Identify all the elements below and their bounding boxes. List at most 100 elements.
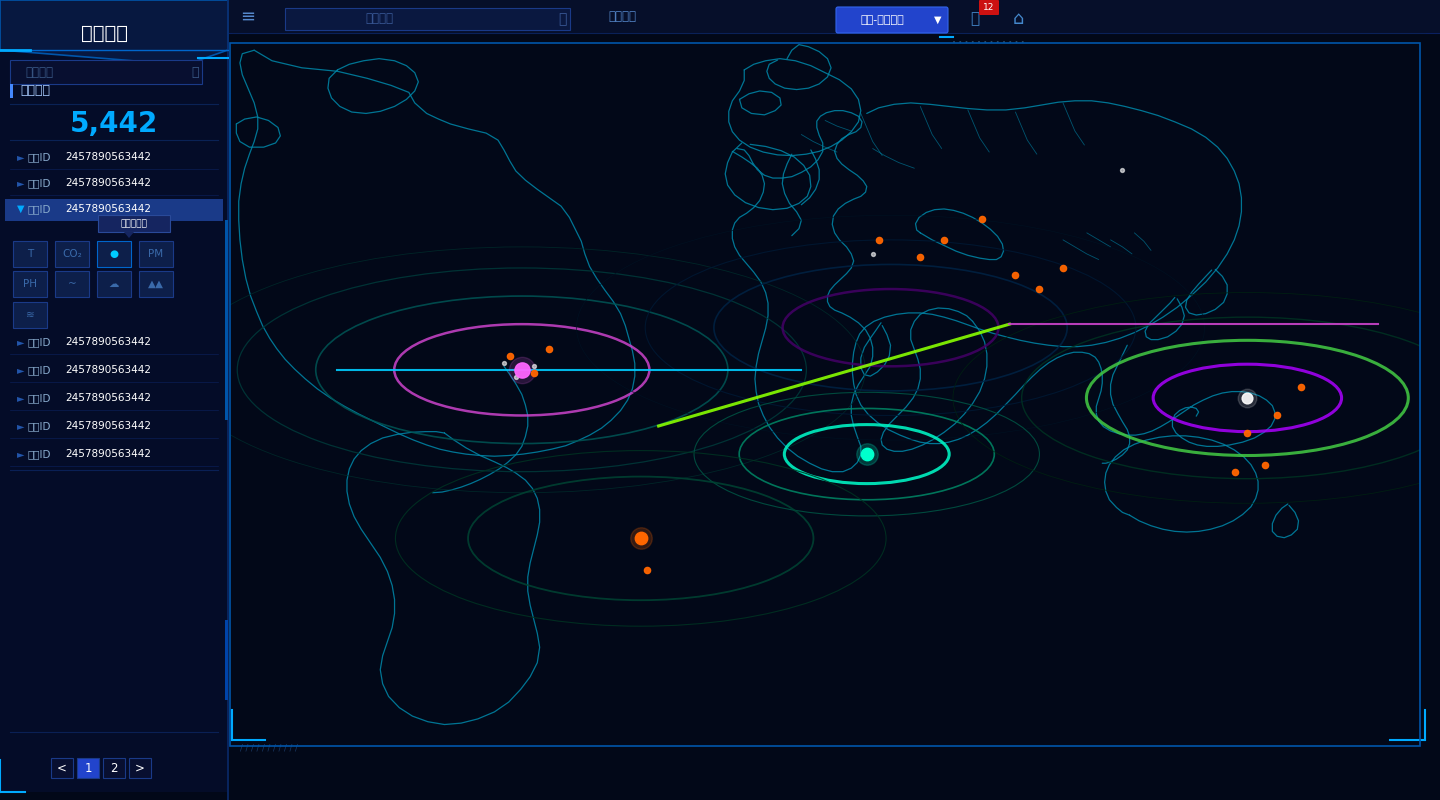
Bar (10, 60, 202, 84)
Point (971, 213, 994, 226)
Text: 终端ID: 终端ID (27, 449, 52, 459)
Bar (0, 33, 228, 800)
Point (629, 532, 652, 545)
Text: ≡: ≡ (240, 8, 255, 26)
Point (1254, 458, 1277, 471)
Text: 2457890563442: 2457890563442 (65, 337, 151, 347)
Text: ►: ► (17, 393, 24, 403)
Text: 2457890563442: 2457890563442 (65, 365, 151, 375)
Point (861, 247, 884, 260)
Point (492, 356, 516, 369)
Point (498, 350, 521, 362)
Point (1289, 381, 1312, 394)
Point (1236, 391, 1259, 404)
Point (510, 363, 533, 376)
Text: 终端ID: 终端ID (27, 337, 52, 347)
FancyBboxPatch shape (837, 7, 948, 33)
Text: 2: 2 (111, 762, 118, 774)
Point (1236, 391, 1259, 404)
Point (1004, 269, 1027, 282)
Text: >: > (135, 762, 145, 774)
Text: 终端ID: 终端ID (27, 365, 52, 375)
Text: ▲▲: ▲▲ (148, 279, 164, 289)
FancyBboxPatch shape (979, 0, 999, 15)
Text: 5,442: 5,442 (71, 110, 158, 138)
Text: ►: ► (17, 421, 24, 431)
Text: ⌕: ⌕ (192, 66, 199, 78)
Text: / / / / / / / / / / /: / / / / / / / / / / / (240, 743, 298, 753)
Point (629, 532, 652, 545)
Text: 终端总数: 终端总数 (20, 85, 50, 98)
Point (1028, 282, 1051, 295)
Bar (4, 199, 223, 221)
Point (1112, 163, 1135, 176)
Text: 1: 1 (85, 762, 92, 774)
Bar (140, 241, 173, 267)
Point (1051, 262, 1074, 274)
Text: 照度传感器: 照度传感器 (121, 219, 147, 229)
Bar (0, 0, 1440, 33)
Text: ☁: ☁ (109, 279, 120, 289)
Point (909, 251, 932, 264)
Point (635, 563, 658, 576)
Bar (76, 758, 99, 778)
Point (1224, 466, 1247, 478)
Text: 2457890563442: 2457890563442 (65, 204, 151, 214)
Text: PM: PM (148, 249, 164, 259)
Polygon shape (124, 232, 134, 238)
Point (855, 448, 878, 461)
Point (510, 363, 533, 376)
Text: ►: ► (17, 365, 24, 375)
Text: ⌕: ⌕ (557, 12, 566, 26)
Text: <: < (58, 762, 66, 774)
Bar (104, 758, 125, 778)
Text: 终端ID: 终端ID (27, 178, 52, 188)
Point (504, 370, 527, 383)
Polygon shape (0, 0, 228, 65)
Text: ~: ~ (68, 279, 76, 289)
Bar (140, 271, 173, 297)
Bar (55, 241, 89, 267)
Text: 12: 12 (984, 2, 995, 11)
Bar (13, 241, 48, 267)
Bar (13, 271, 48, 297)
Text: 2457890563442: 2457890563442 (65, 449, 151, 459)
Point (855, 448, 878, 461)
Text: ●: ● (109, 249, 118, 259)
Bar (10, 84, 13, 98)
Text: 2457890563442: 2457890563442 (65, 421, 151, 431)
Text: CO₂: CO₂ (62, 249, 82, 259)
Point (537, 342, 560, 355)
Text: 终端名称: 终端名称 (364, 13, 393, 26)
Point (867, 234, 890, 246)
Text: PH: PH (23, 279, 37, 289)
Text: 终端ID: 终端ID (27, 152, 52, 162)
Point (933, 234, 956, 246)
Bar (98, 215, 170, 232)
Point (1236, 426, 1259, 439)
Text: 2457890563442: 2457890563442 (65, 152, 151, 162)
Text: ▼: ▼ (935, 15, 942, 25)
Point (1266, 409, 1289, 422)
Text: ►: ► (17, 449, 24, 459)
Text: 终端ID: 终端ID (27, 393, 52, 403)
Text: ≋: ≋ (26, 310, 35, 320)
Text: 高级搜索: 高级搜索 (608, 10, 636, 23)
Text: ►: ► (17, 152, 24, 162)
Text: ►: ► (17, 178, 24, 188)
Text: 2457890563442: 2457890563442 (65, 178, 151, 188)
Point (523, 367, 546, 380)
Bar (50, 758, 73, 778)
Bar (13, 302, 48, 328)
Bar (55, 271, 89, 297)
Text: ▼: ▼ (17, 204, 24, 214)
Text: 🔔: 🔔 (971, 11, 979, 26)
Text: 终端名称: 终端名称 (24, 66, 53, 78)
Text: 应用-环境监测: 应用-环境监测 (860, 15, 904, 25)
Bar (225, 220, 228, 420)
Bar (0, 792, 228, 800)
Text: ►: ► (17, 337, 24, 347)
Bar (96, 271, 131, 297)
Bar (130, 758, 151, 778)
Text: 终端ID: 终端ID (27, 204, 52, 214)
